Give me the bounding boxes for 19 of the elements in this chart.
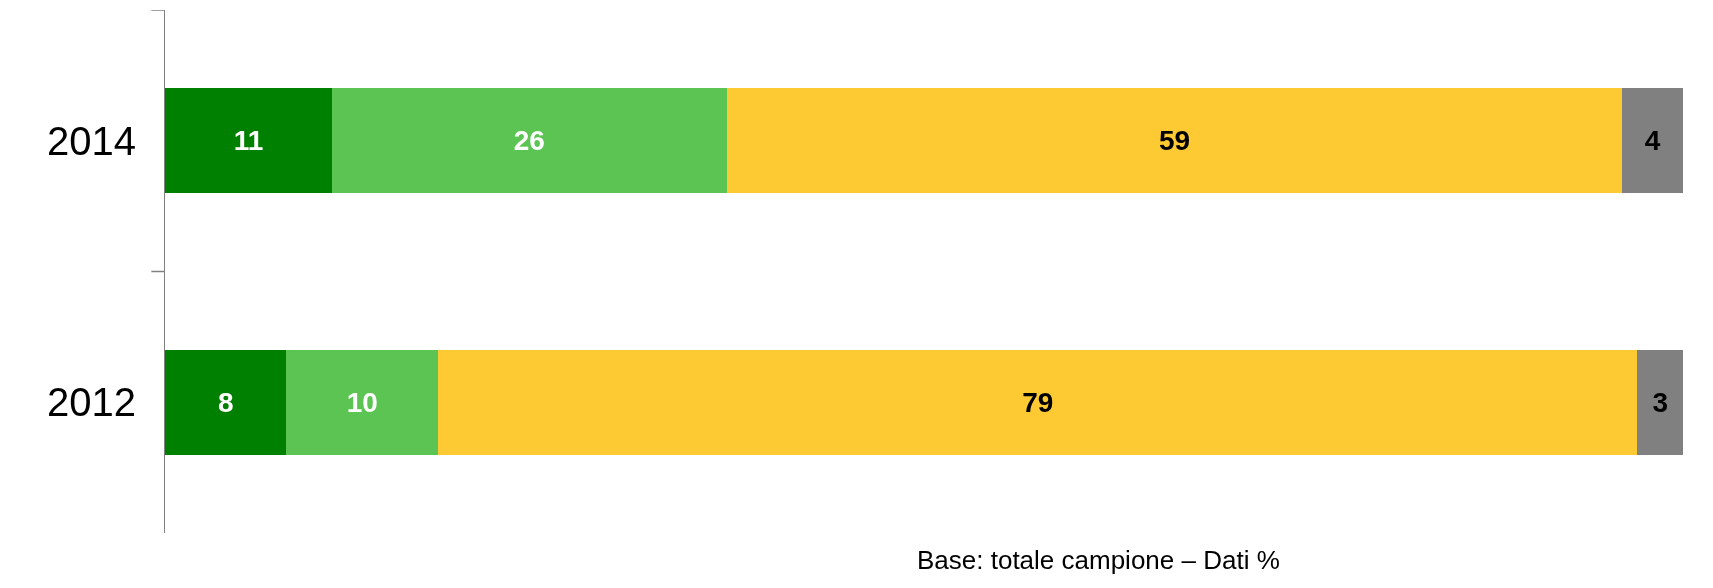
bar [1622, 88, 1683, 194]
data-label: 4 [1644, 125, 1661, 157]
text: Base: totale campione – Dati % [917, 545, 1280, 575]
data-label: 79 [1022, 386, 1054, 418]
bar [438, 349, 1638, 455]
y-tick-label: 2012 [47, 380, 136, 425]
data-label: 59 [1158, 125, 1191, 157]
bar [286, 349, 439, 455]
bar [1637, 349, 1683, 455]
data-label: 26 [513, 125, 545, 157]
data-label: 10 [346, 386, 378, 418]
bar [165, 349, 287, 455]
y-tick-label: 2014 [47, 118, 136, 163]
data-label: 8 [217, 386, 234, 418]
bar [165, 88, 332, 194]
data-label: 3 [1652, 386, 1669, 418]
data-label: 11 [233, 125, 264, 157]
bar [726, 88, 1623, 194]
bar [331, 88, 727, 194]
